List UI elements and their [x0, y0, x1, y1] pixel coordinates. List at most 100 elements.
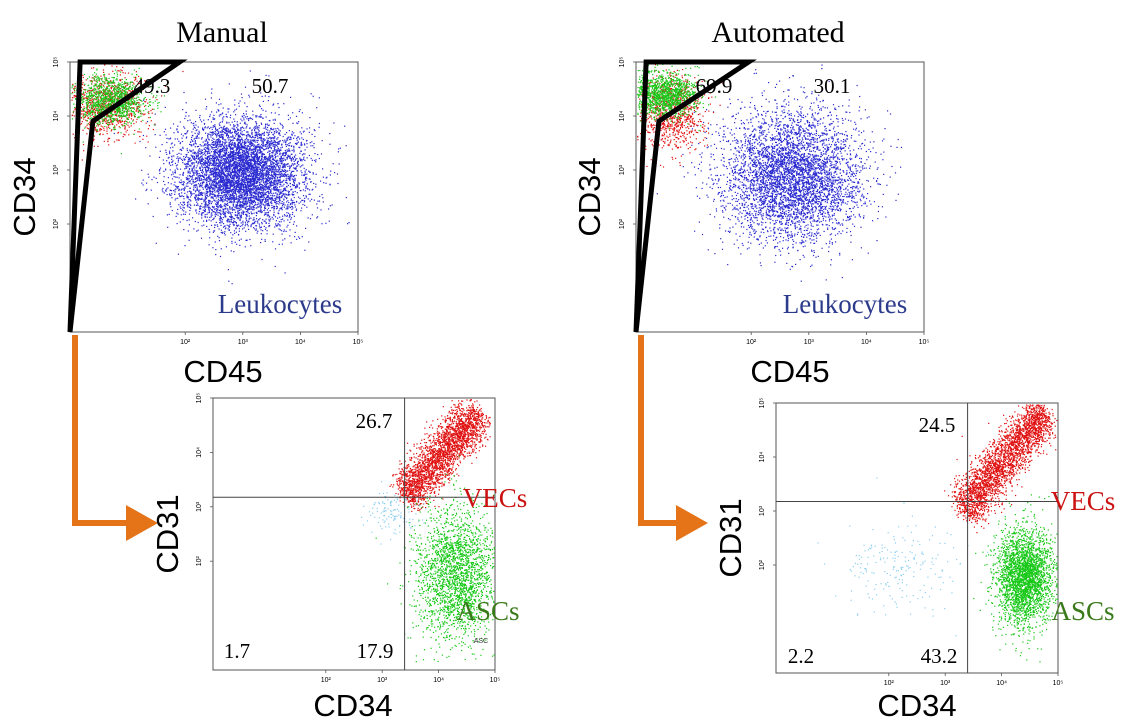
event-dot-leukocytes — [224, 233, 225, 234]
event-dot-leukocytes — [229, 208, 230, 209]
event-dot-leukocytes — [239, 212, 240, 213]
event-dot-leukocytes — [308, 217, 309, 218]
event-dot-leukocytes — [228, 177, 229, 178]
event-dot-leukocytes — [283, 184, 284, 185]
event-dot-leukocytes — [261, 177, 262, 178]
event-dot-leukocytes — [191, 163, 192, 164]
event-dot-leukocytes — [177, 209, 178, 210]
event-dot-leukocytes — [299, 184, 300, 185]
event-dot-leukocytes — [246, 180, 247, 181]
event-dot-leukocytes — [280, 184, 281, 185]
event-dot-leukocytes — [256, 215, 257, 216]
event-dot-leukocytes — [275, 157, 276, 158]
event-dot-leukocytes — [173, 132, 174, 133]
event-dot-leukocytes — [195, 121, 196, 122]
event-dot-leukocytes — [250, 172, 251, 173]
event-dot-leukocytes — [278, 203, 279, 204]
event-dot-leukocytes — [258, 116, 259, 117]
event-dot-leukocytes — [242, 171, 243, 172]
event-dot-leukocytes — [206, 191, 207, 192]
event-dot-leukocytes — [207, 204, 208, 205]
event-dot-leukocytes — [237, 180, 238, 181]
event-dot-leukocytes — [292, 212, 293, 213]
event-dot-leukocytes — [313, 183, 314, 184]
event-dot-leukocytes — [214, 185, 215, 186]
event-dot-leukocytes — [242, 192, 243, 193]
event-dot-leukocytes — [226, 135, 227, 136]
event-dot-leukocytes — [227, 166, 228, 167]
event-dot-leukocytes — [228, 194, 229, 195]
event-dot-leukocytes — [261, 239, 262, 240]
event-dot-leukocytes — [216, 164, 217, 165]
event-dot-leukocytes — [195, 221, 196, 222]
event-dot-leukocytes — [289, 139, 290, 140]
event-dot-leukocytes — [216, 159, 217, 160]
event-dot-leukocytes — [315, 186, 316, 187]
event-dot-leukocytes — [265, 182, 266, 183]
event-dot-leukocytes — [273, 185, 274, 186]
event-dot-leukocytes — [203, 210, 204, 211]
event-dot-leukocytes — [220, 222, 221, 223]
event-dot-leukocytes — [218, 156, 219, 157]
event-dot-leukocytes — [246, 191, 247, 192]
event-dot-leukocytes — [215, 128, 216, 129]
event-dot-leukocytes — [260, 147, 261, 148]
event-dot-leukocytes — [229, 174, 230, 175]
event-dot-leukocytes — [192, 177, 193, 178]
event-dot-leukocytes — [347, 223, 348, 224]
event-dot-leukocytes — [201, 215, 202, 216]
event-dot-leukocytes — [186, 102, 187, 103]
event-dot-leukocytes — [239, 177, 240, 178]
event-dot-leukocytes — [194, 173, 195, 174]
event-dot-leukocytes — [203, 165, 204, 166]
event-dot-leukocytes — [175, 170, 176, 171]
event-dot-leukocytes — [245, 148, 246, 149]
event-dot-leukocytes — [288, 176, 289, 177]
event-dot-leukocytes — [182, 205, 183, 206]
event-dot-leukocytes — [295, 160, 296, 161]
event-dot-leukocytes — [187, 205, 188, 206]
event-dot-leukocytes — [164, 192, 165, 193]
event-dot-leukocytes — [289, 235, 290, 236]
event-dot-leukocytes — [247, 116, 248, 117]
event-dot-leukocytes — [230, 232, 231, 233]
event-dot-leukocytes — [224, 231, 225, 232]
event-dot-leukocytes — [172, 160, 173, 161]
event-dot-leukocytes — [232, 209, 233, 210]
event-dot-leukocytes — [278, 169, 279, 170]
event-dot-leukocytes — [268, 134, 269, 135]
event-dot-leukocytes — [255, 196, 256, 197]
event-dot-leukocytes — [179, 181, 180, 182]
event-dot-leukocytes — [261, 181, 262, 182]
event-dot-leukocytes — [225, 149, 226, 150]
event-dot-leukocytes — [285, 174, 286, 175]
event-dot-leukocytes — [307, 188, 308, 189]
event-dot-leukocytes — [309, 179, 310, 180]
event-dot-leukocytes — [238, 198, 239, 199]
event-dot-leukocytes — [246, 164, 247, 165]
event-dot-leukocytes — [280, 166, 281, 167]
event-dot-leukocytes — [259, 125, 260, 126]
event-dot-leukocytes — [220, 142, 221, 143]
event-dot-leukocytes — [259, 203, 260, 204]
event-dot-leukocytes — [209, 212, 210, 213]
event-dot-leukocytes — [211, 163, 212, 164]
event-dot-leukocytes — [216, 202, 217, 203]
event-dot-leukocytes — [172, 210, 173, 211]
event-dot-leukocytes — [234, 184, 235, 185]
event-dot-leukocytes — [250, 70, 251, 71]
event-dot-leukocytes — [248, 142, 249, 143]
event-dot-leukocytes — [220, 225, 221, 226]
event-dot-leukocytes — [316, 107, 317, 108]
event-dot-leukocytes — [219, 141, 220, 142]
event-dot-leukocytes — [319, 123, 320, 124]
event-dot-leukocytes — [296, 158, 297, 159]
event-dot-leukocytes — [300, 160, 301, 161]
event-dot-leukocytes — [255, 221, 256, 222]
event-dot-leukocytes — [219, 185, 220, 186]
event-dot-leukocytes — [256, 125, 257, 126]
event-dot-leukocytes — [177, 156, 178, 157]
event-dot-leukocytes — [290, 139, 291, 140]
event-dot-leukocytes — [222, 213, 223, 214]
event-dot-leukocytes — [236, 223, 237, 224]
